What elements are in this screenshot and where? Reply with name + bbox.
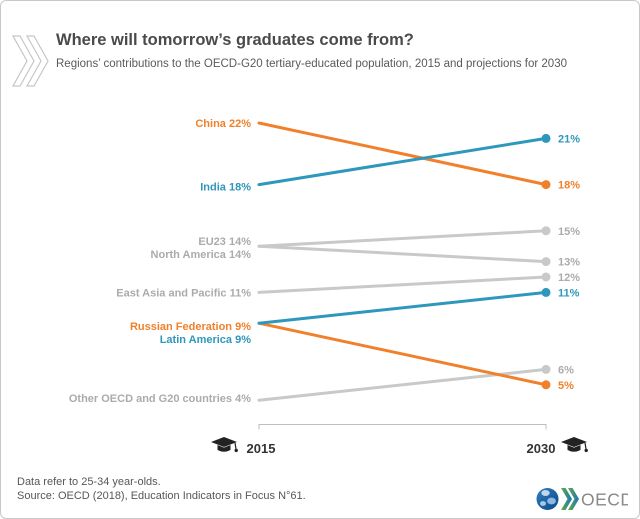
right-label-russian-federation: 5% <box>558 380 574 392</box>
slope-series-north-america: North America 14% 13% <box>151 244 580 269</box>
right-label-eu23: 15% <box>558 226 580 238</box>
slope-endpoint-india <box>541 133 551 143</box>
slope-series-latin-america: Latin America 9% 11% <box>160 287 580 346</box>
left-label-eu23: EU23 14% <box>198 236 251 248</box>
x-axis: 2015 2030 <box>211 424 588 456</box>
left-label-other-oecd-and-g20-countries: Other OECD and G20 countries 4% <box>69 393 251 405</box>
slope-endpoint-other-oecd-and-g20-countries <box>541 364 551 374</box>
page-subtitle: Regions’ contributions to the OECD-G20 t… <box>56 58 567 70</box>
slope-series-russian-federation: Russian Federation 9% 5% <box>130 321 574 392</box>
slope-endpoint-russian-federation <box>541 380 551 390</box>
slope-line-russian-federation <box>257 321 548 387</box>
axis-label-2015: 2015 <box>247 441 276 456</box>
axis-label-2030: 2030 <box>527 441 556 456</box>
slope-series-other-oecd-and-g20-countries: Other OECD and G20 countries 4% 6% <box>69 364 574 405</box>
right-label-china: 18% <box>558 180 580 192</box>
logo-wordmark: OECD <box>581 490 628 510</box>
slope-line-latin-america <box>257 290 548 325</box>
left-label-east-asia-and-pacific: East Asia and Pacific 11% <box>116 287 251 299</box>
slope-series-eu23: EU23 14% 15% <box>198 226 580 248</box>
globe-icon <box>536 488 559 510</box>
right-label-latin-america: 11% <box>558 287 580 299</box>
slope-endpoint-eu23 <box>541 226 551 236</box>
source-note: Source: OECD (2018), Education Indicator… <box>17 490 306 502</box>
page-title: Where will tomorrow’s graduates come fro… <box>56 31 414 49</box>
right-label-india: 21% <box>558 133 580 145</box>
logo-chevrons-icon <box>561 488 579 510</box>
right-label-east-asia-and-pacific: 12% <box>558 272 580 284</box>
slope-line-east-asia-and-pacific <box>257 275 548 294</box>
right-label-north-america: 13% <box>558 257 580 269</box>
slope-line-north-america <box>257 244 548 264</box>
double-chevron-icon <box>12 35 49 87</box>
slope-line-india <box>257 136 548 187</box>
slope-endpoint-east-asia-and-pacific <box>541 272 551 282</box>
slope-endpoint-north-america <box>541 257 551 267</box>
slope-series-china: China 22% 18% <box>195 118 580 192</box>
oecd-logo: OECD <box>536 488 628 510</box>
left-label-russian-federation: Russian Federation 9% <box>130 321 251 333</box>
slope-line-other-oecd-and-g20-countries <box>257 367 548 402</box>
slope-endpoint-china <box>541 180 551 190</box>
right-label-other-oecd-and-g20-countries: 6% <box>558 364 574 376</box>
graduation-cap-icon <box>211 437 238 453</box>
slope-endpoint-latin-america <box>541 287 551 297</box>
slope-series-india: India 18% 21% <box>200 133 580 193</box>
left-label-latin-america: Latin America 9% <box>160 334 252 346</box>
left-label-india: India 18% <box>200 182 251 194</box>
slope-series-east-asia-and-pacific: East Asia and Pacific 11% 12% <box>116 272 580 299</box>
axis-bracket <box>258 424 547 430</box>
slope-line-eu23 <box>257 229 548 248</box>
left-label-china: China 22% <box>195 118 251 130</box>
slope-line-china <box>257 121 548 187</box>
left-label-north-america: North America 14% <box>151 249 252 261</box>
graduation-cap-icon <box>561 437 588 453</box>
data-note: Data refer to 25-34 year-olds. <box>17 476 161 488</box>
